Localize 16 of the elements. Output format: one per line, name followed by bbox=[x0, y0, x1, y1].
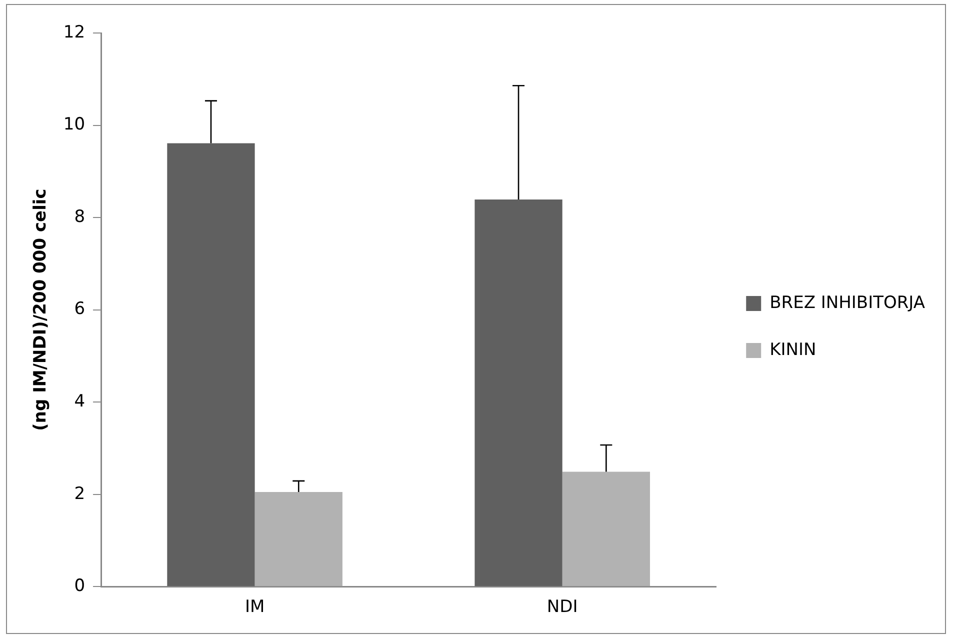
y-tick-label: 2 bbox=[74, 484, 86, 504]
y-tick-label: 6 bbox=[74, 299, 86, 320]
bar bbox=[254, 492, 342, 586]
legend-label: KININ bbox=[770, 340, 816, 360]
legend-label: BREZ INHIBITORJA bbox=[770, 292, 926, 313]
y-axis-title: (ng IM/NDI)/200 000 celic bbox=[30, 188, 51, 431]
y-tick-label: 8 bbox=[74, 206, 86, 227]
y-tick-label: 10 bbox=[63, 114, 86, 135]
y-tick-label: 0 bbox=[74, 576, 86, 596]
bar bbox=[167, 143, 255, 586]
bar bbox=[474, 200, 562, 586]
y-tick-label: 12 bbox=[63, 22, 86, 42]
y-tick-label: 4 bbox=[74, 391, 86, 412]
x-tick-label: NDI bbox=[546, 597, 578, 618]
x-tick-label: IM bbox=[244, 597, 265, 618]
bar bbox=[562, 472, 650, 586]
